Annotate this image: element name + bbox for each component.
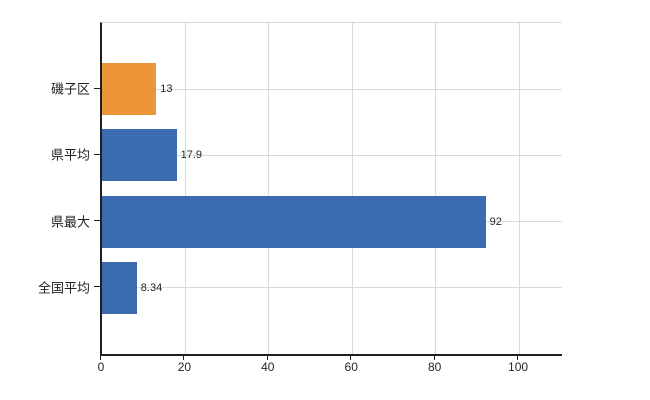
category-label: 磯子区 [50, 81, 90, 97]
x-tick-label: 40 [261, 360, 275, 374]
category-label: 全国平均 [37, 280, 90, 296]
bar [102, 129, 177, 182]
gridline-horizontal [102, 287, 562, 289]
gridline-vertical [268, 23, 270, 354]
category-label: 県最大 [50, 214, 90, 230]
y-axis-tick [94, 153, 100, 155]
x-axis-tick [433, 355, 435, 360]
gridline-horizontal [102, 88, 562, 90]
bar [102, 63, 157, 116]
value-label: 13 [160, 83, 173, 96]
x-tick-label: 60 [344, 360, 358, 374]
bar [102, 195, 486, 248]
plot-area: 13 17.9 92 8.34 [100, 22, 562, 356]
x-axis-tick [266, 355, 268, 360]
x-axis-tick [100, 355, 101, 360]
value-label: 8.34 [140, 281, 163, 294]
value-label: 17.9 [180, 149, 203, 162]
gridline-vertical [435, 23, 437, 354]
gridline-vertical [351, 23, 353, 354]
gridline-vertical [184, 23, 186, 354]
x-tick-label: 80 [427, 360, 442, 374]
x-tick-label: 0 [97, 360, 105, 374]
value-label: 92 [489, 215, 502, 228]
bar [102, 261, 137, 314]
y-axis-tick [94, 220, 100, 222]
gridline-vertical [518, 23, 520, 354]
gridline-horizontal [102, 154, 562, 156]
x-axis-tick [350, 355, 352, 360]
x-tick-label: 20 [177, 360, 192, 374]
x-axis-tick [517, 355, 519, 360]
x-axis-tick [183, 355, 185, 360]
x-tick-label: 100 [508, 360, 529, 374]
y-axis-tick [94, 286, 100, 288]
y-axis-tick [94, 87, 100, 89]
category-label: 県平均 [50, 147, 90, 163]
